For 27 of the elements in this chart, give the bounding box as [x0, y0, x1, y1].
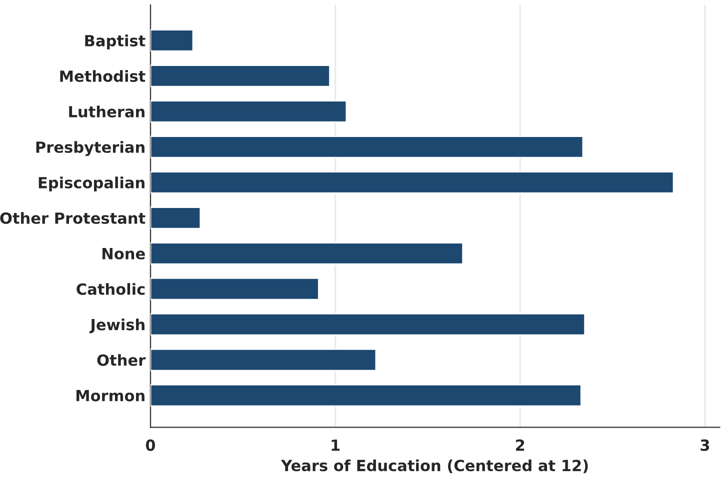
bar: [150, 64, 330, 88]
x-tick-label: 0: [146, 439, 156, 451]
y-tick-label: Other Protestant: [0, 212, 146, 224]
y-tick-label: None: [102, 248, 145, 260]
bar: [150, 171, 674, 194]
x-axis-title: Years of Education (Centered at 12): [280, 459, 588, 474]
y-tick-label: Baptist: [85, 34, 146, 50]
y-tick-label: Jewish: [89, 318, 144, 334]
bar: [150, 206, 202, 230]
x-tick-label: 3: [700, 439, 710, 451]
bar: [150, 348, 377, 372]
bar: [150, 100, 348, 123]
bar: [150, 29, 194, 52]
y-tick-label: Lutheran: [69, 106, 144, 118]
y-tick-label: Presbyterian: [36, 141, 144, 156]
bar: [150, 384, 582, 407]
bar: [150, 278, 320, 300]
y-tick-label: Episcopalian: [38, 176, 144, 192]
y-tick-label: Mormon: [76, 390, 144, 402]
y-tick-label: Other: [97, 354, 146, 366]
y-tick-label: Catholic: [76, 283, 145, 295]
bar: [150, 313, 586, 336]
y-tick-label: Methodist: [60, 70, 146, 82]
bar: [150, 136, 584, 158]
bar: [150, 242, 464, 265]
x-tick-label: 1: [332, 440, 340, 451]
x-tick-label: 2: [516, 439, 524, 451]
